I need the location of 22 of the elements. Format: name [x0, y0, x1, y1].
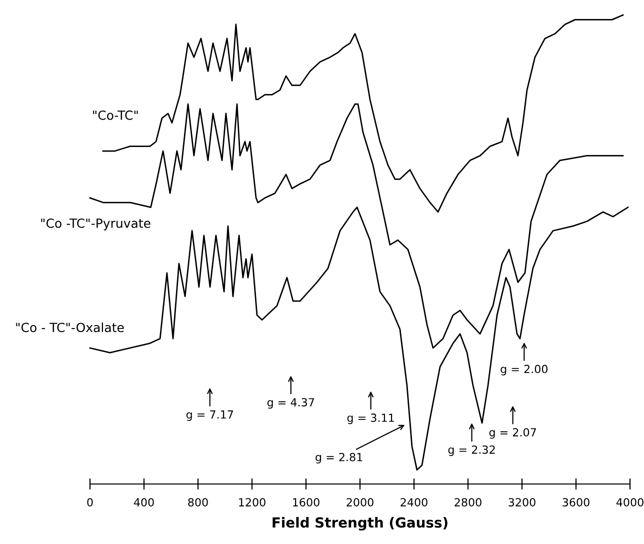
annotation: g = 7.17 — [186, 410, 234, 421]
x-tick-label: 400 — [134, 498, 154, 506]
annotation: g = 2.32 — [448, 445, 495, 456]
x-tick-label: 1200 — [239, 498, 266, 506]
x-axis-title: Field Strength (Gauss) — [272, 516, 448, 531]
series-label: "Co-TC" — [93, 110, 138, 120]
x-tick-label: 800 — [188, 498, 208, 506]
x-tick-label: 2800 — [454, 498, 482, 506]
annotation: g = 2.07 — [489, 428, 536, 439]
x-tick-label: 2400 — [400, 498, 428, 506]
x-tick-label: 3200 — [508, 498, 536, 506]
x-tick-label: 4000 — [616, 498, 644, 506]
x-tick-label: 1600 — [293, 498, 320, 506]
annotation: g = 2.00 — [500, 364, 548, 376]
series-label: "Co -TC"-Pyruvate — [41, 218, 150, 230]
annotation: g = 3.11 — [347, 414, 394, 424]
x-tick-label: 3600 — [562, 498, 590, 506]
annotation: g = 4.37 — [267, 398, 314, 409]
series-label: "Co - TC"-Oxalate — [16, 322, 124, 332]
x-tick-label: 0 — [87, 498, 93, 506]
annotation: g = 2.81 — [316, 452, 362, 464]
x-tick-label: 2000 — [346, 498, 374, 506]
